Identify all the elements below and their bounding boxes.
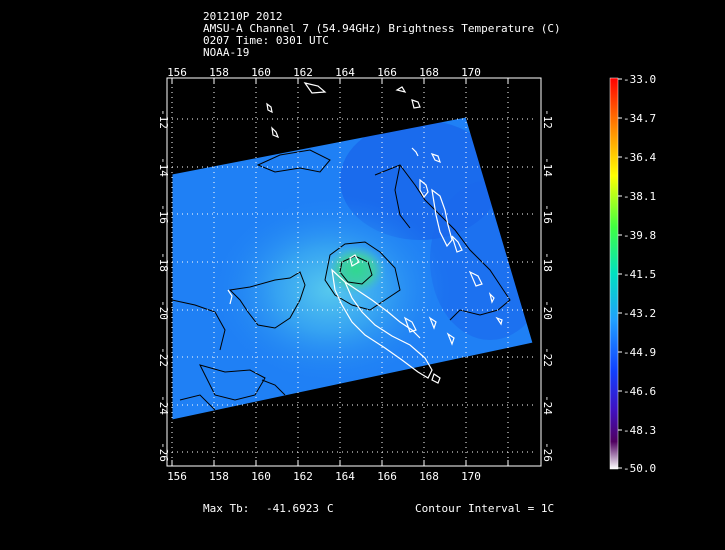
lon-label: 166 <box>377 66 397 79</box>
title-line-4: NOAA-19 <box>203 46 250 59</box>
colorbar-label: -48.3 <box>623 424 656 437</box>
lon-label: 162 <box>293 470 313 483</box>
contour-interval: Contour Interval = 1C <box>415 502 555 515</box>
lat-label: -26 <box>541 442 554 462</box>
lon-label: 156 <box>167 66 187 79</box>
swath <box>172 117 533 420</box>
map-frame <box>166 77 542 467</box>
title-line-3: 0207 Time: 0301 UTC <box>203 34 329 47</box>
lon-label: 166 <box>377 470 397 483</box>
colorbar-label: -39.8 <box>623 229 656 242</box>
colorbar-label: -38.1 <box>623 190 656 203</box>
colorbar-label: -50.0 <box>623 462 656 475</box>
lat-label: -16 <box>157 204 170 224</box>
lat-label: -26 <box>157 442 170 462</box>
colorbar-label: -41.5 <box>623 268 656 281</box>
max-tb-unit: C <box>327 502 334 515</box>
title-line-1: 201210P 2012 <box>203 10 283 23</box>
lon-label: 170 <box>461 470 481 483</box>
colorbar-label: -43.2 <box>623 307 656 320</box>
max-tb-value: -41.6923 <box>266 502 319 515</box>
colorbar-label: -34.7 <box>623 112 656 125</box>
lat-labels-left: -12 -14 -16 -18 -20 -22 -24 -26 <box>157 109 170 462</box>
lat-label: -12 <box>541 109 554 129</box>
lon-labels-bottom: 156 158 160 162 164 166 168 170 <box>167 470 481 483</box>
title-line-2: AMSU-A Channel 7 (54.94GHz) Brightness T… <box>203 22 561 35</box>
lat-label: -22 <box>541 347 554 367</box>
lat-label: -24 <box>157 395 170 415</box>
lat-label: -18 <box>541 252 554 272</box>
lat-label: -14 <box>541 157 554 177</box>
colorbar-ticks <box>618 78 622 469</box>
colorbar-labels: -33.0 -34.7 -36.4 -38.1 -39.8 -41.5 -43.… <box>623 73 656 475</box>
lat-labels-right: -12 -14 -16 -18 -20 -22 -24 -26 <box>541 109 554 462</box>
lat-label: -24 <box>541 395 554 415</box>
lon-label: 160 <box>251 470 271 483</box>
coastlines <box>227 82 503 384</box>
tick-marks <box>171 78 509 466</box>
lat-label: -22 <box>157 347 170 367</box>
lon-labels-top: 156 158 160 162 164 166 168 170 <box>167 66 481 79</box>
lat-label: -14 <box>157 157 170 177</box>
lon-label: 158 <box>209 470 229 483</box>
lon-label: 162 <box>293 66 313 79</box>
lat-label: -12 <box>157 109 170 129</box>
colorbar-label: -36.4 <box>623 151 656 164</box>
lat-label: -18 <box>157 252 170 272</box>
max-tb-label: Max Tb: <box>203 502 250 515</box>
lon-label: 168 <box>419 470 439 483</box>
grid <box>171 82 537 462</box>
lon-label: 164 <box>335 470 355 483</box>
lon-label: 158 <box>209 66 229 79</box>
lon-label: 164 <box>335 66 355 79</box>
lon-label: 170 <box>461 66 481 79</box>
colorbar-label: -46.6 <box>623 385 656 398</box>
lon-label: 156 <box>167 470 187 483</box>
colorbar-label: -44.9 <box>623 346 656 359</box>
colorbar-label: -33.0 <box>623 73 656 86</box>
colorbar <box>609 77 619 470</box>
lon-label: 160 <box>251 66 271 79</box>
lat-label: -20 <box>541 300 554 320</box>
lon-label: 168 <box>419 66 439 79</box>
lat-label: -20 <box>157 300 170 320</box>
lat-label: -16 <box>541 204 554 224</box>
